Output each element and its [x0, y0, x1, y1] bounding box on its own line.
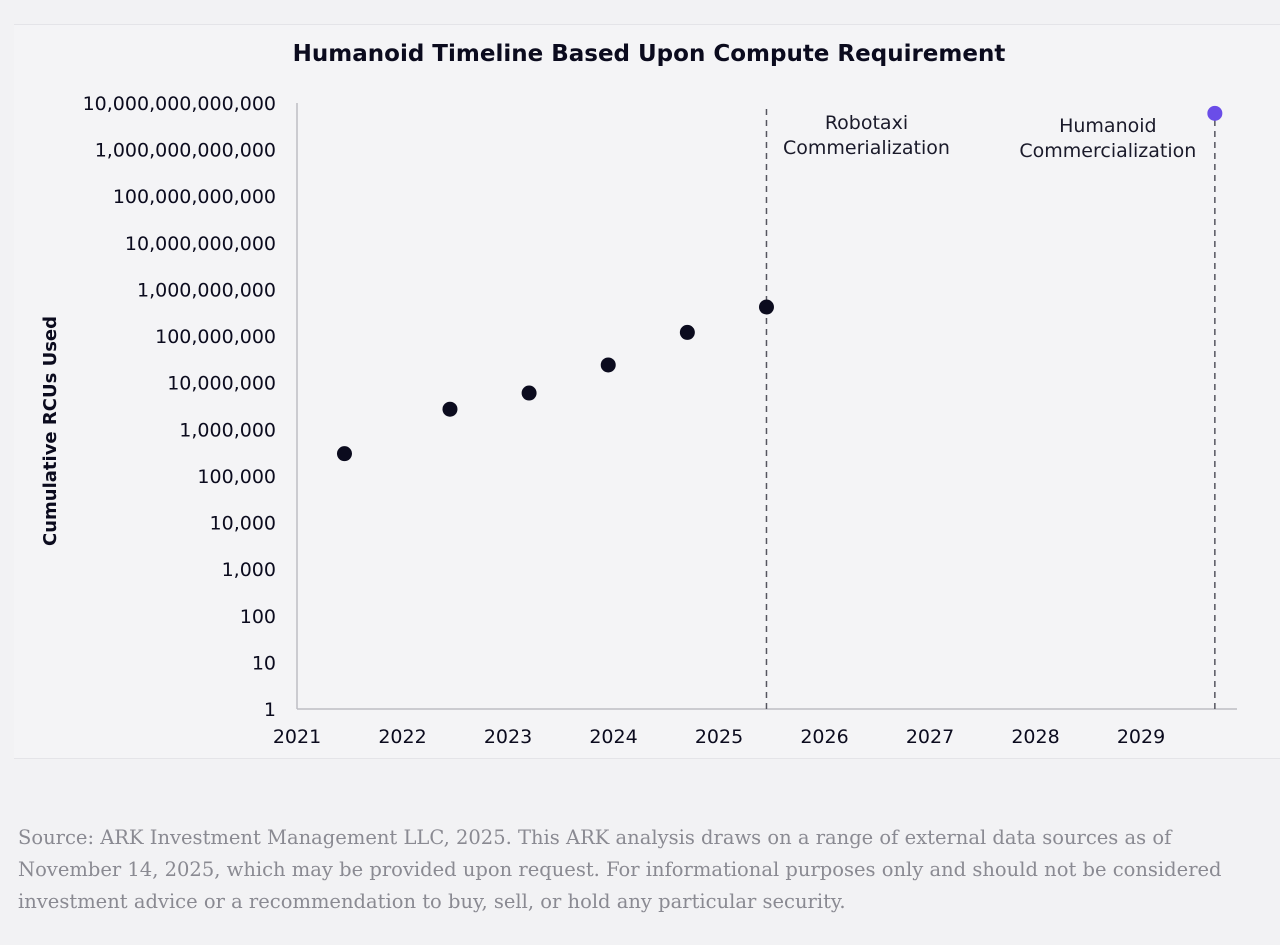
y-tick-label: 100,000,000,000 [113, 186, 276, 208]
y-tick-label: 10,000,000,000,000 [83, 93, 276, 115]
data-point [336, 446, 352, 462]
y-tick-label: 100 [240, 606, 276, 628]
y-tick-label: 1,000,000 [179, 419, 276, 441]
y-tick-label: 10,000 [210, 513, 276, 535]
data-point [521, 385, 537, 401]
x-tick-label: 2027 [906, 726, 954, 748]
x-tick-label: 2028 [1011, 726, 1059, 748]
x-tick-label: 2024 [589, 726, 637, 748]
x-tick-label: 2025 [695, 726, 743, 748]
y-tick-label: 1,000 [222, 559, 276, 581]
y-tick-label: 100,000,000 [155, 326, 276, 348]
milestone-label: Commercialization [1019, 140, 1196, 162]
y-tick-labels: 1 10 100 1,000 10,000 100,000 1,000,000 10,000,… [83, 93, 276, 721]
data-point [679, 324, 695, 340]
y-tick-label: 1,000,000,000 [137, 279, 276, 301]
x-tick-labels: 2021 2022 2023 2024 2025 2026 2027 2028 2029 [273, 726, 1165, 748]
source-note: Source: ARK Investment Management LLC, 2… [18, 826, 1222, 913]
x-tick-label: 2029 [1117, 726, 1165, 748]
y-tick-label: 10,000,000 [167, 373, 276, 395]
y-tick-label: 100,000 [197, 466, 276, 488]
x-tick-label: 2021 [273, 726, 321, 748]
data-point [600, 357, 616, 373]
y-tick-label: 10 [252, 652, 276, 674]
data-points [336, 105, 1223, 462]
x-tick-label: 2026 [800, 726, 848, 748]
data-point [442, 401, 458, 417]
y-tick-label: 1,000,000,000,000 [95, 140, 276, 162]
milestone-label: Robotaxi [825, 112, 908, 134]
chart-panel: Humanoid Timeline Based Upon Compute Req… [14, 24, 1280, 759]
x-tick-label: 2023 [484, 726, 532, 748]
data-point [1207, 105, 1223, 121]
annotations: Robotaxi Commerialization Humanoid Commerci… [765, 109, 1216, 709]
data-point [758, 299, 774, 315]
y-tick-label: 1 [264, 699, 276, 721]
milestone-label: Commerialization [783, 137, 950, 159]
y-tick-label: 10,000,000,000 [125, 233, 276, 255]
x-tick-label: 2022 [378, 726, 426, 748]
chart-title: Humanoid Timeline Based Upon Compute Req… [293, 41, 1006, 67]
milestone-label: Humanoid [1059, 115, 1157, 137]
chart-svg: Humanoid Timeline Based Upon Compute Req… [40, 41, 1237, 748]
y-axis-label: Cumulative RCUs Used [40, 316, 61, 546]
